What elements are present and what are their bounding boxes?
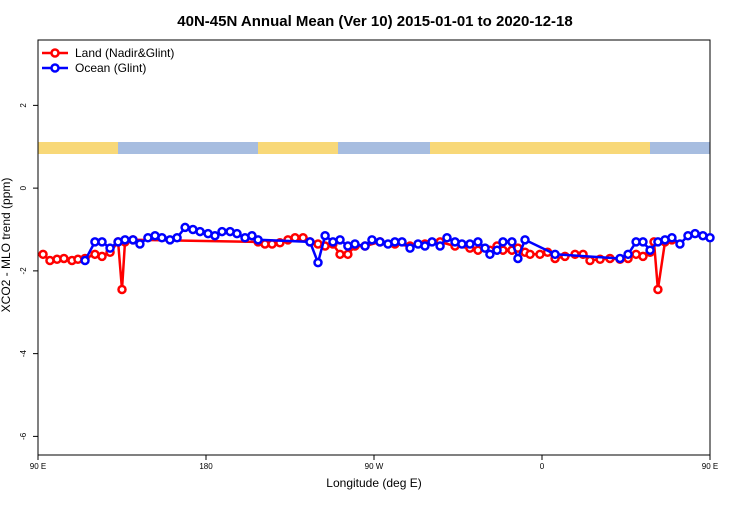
data-point: [492, 245, 502, 255]
data-point: [320, 230, 330, 241]
data-point: [253, 235, 263, 245]
data-point: [667, 233, 677, 243]
data-point: [105, 243, 115, 253]
data-point: [313, 257, 323, 268]
data-point: [397, 237, 407, 247]
data-point: [442, 233, 452, 243]
data-point: [535, 249, 545, 260]
data-point: [645, 245, 655, 255]
data-point: [367, 235, 377, 245]
data-point: [38, 249, 48, 260]
data-point: [427, 237, 437, 247]
chart-title: 40N-45N Annual Mean (Ver 10) 2015-01-01 …: [177, 13, 572, 30]
data-point: [465, 239, 475, 249]
data-point: [343, 249, 353, 260]
data-point: [97, 237, 107, 247]
data-point: [135, 239, 145, 249]
data-point: [513, 253, 523, 264]
strip-land: [38, 142, 118, 154]
data-point: [690, 228, 700, 239]
data-point: [653, 284, 663, 295]
data-point: [623, 249, 633, 260]
data-point: [485, 249, 495, 260]
data-point: [480, 243, 490, 253]
x-tick-label: 90 E: [702, 462, 718, 471]
data-point: [232, 228, 242, 239]
data-point: [550, 249, 560, 260]
y-tick-label: -6: [19, 432, 28, 440]
strip-land: [430, 142, 530, 154]
data-point: [305, 237, 315, 247]
data-point: [405, 243, 415, 253]
data-point: [585, 255, 595, 266]
data-point: [350, 239, 360, 249]
data-point: [172, 233, 182, 243]
data-point: [157, 233, 167, 243]
data-point: [507, 237, 517, 247]
data-point: [525, 249, 535, 260]
data-point: [180, 222, 190, 233]
data-point: [360, 241, 370, 251]
legend-label: Land (Nadir&Glint): [75, 46, 174, 60]
y-axis-label: XCO2 - MLO trend (ppm): [0, 178, 13, 313]
data-point: [298, 233, 308, 243]
data-point: [705, 233, 715, 243]
data-point: [247, 230, 257, 241]
data-point: [473, 237, 483, 247]
legend-marker: [50, 48, 60, 58]
y-tick-label: 0: [19, 185, 28, 190]
x-tick-label: 180: [199, 462, 213, 471]
data-point: [520, 235, 530, 245]
data-point: [457, 239, 467, 249]
x-tick-label: 90 E: [30, 462, 46, 471]
data-point: [675, 239, 685, 249]
data-point: [638, 251, 648, 262]
y-tick-label: 2: [19, 103, 28, 108]
data-point: [117, 284, 127, 295]
legend-label: Ocean (Glint): [75, 61, 146, 75]
data-point: [120, 235, 130, 245]
data-point: [615, 253, 625, 264]
data-point: [195, 226, 205, 237]
x-tick-label: 90 W: [365, 462, 384, 471]
data-point: [638, 237, 648, 247]
data-point: [375, 237, 385, 247]
strip-land: [258, 142, 338, 154]
y-tick-label: -2: [19, 267, 28, 275]
data-point: [45, 255, 55, 266]
strip-land: [530, 142, 650, 154]
data-point: [217, 226, 227, 237]
data-point: [420, 241, 430, 251]
surface-strip: [38, 142, 710, 154]
data-point: [80, 255, 90, 266]
data-point: [335, 249, 345, 260]
data-point: [128, 235, 138, 245]
y-tick-label: -4: [19, 350, 28, 358]
data-point: [435, 241, 445, 251]
data-point: [335, 235, 345, 245]
data-point: [59, 253, 69, 264]
legend-marker: [50, 63, 60, 73]
data-point: [210, 230, 220, 241]
data-point: [498, 237, 508, 247]
x-tick-label: 0: [540, 462, 545, 471]
data-point: [97, 251, 107, 262]
x-axis-label: Longitude (deg E): [326, 476, 421, 490]
